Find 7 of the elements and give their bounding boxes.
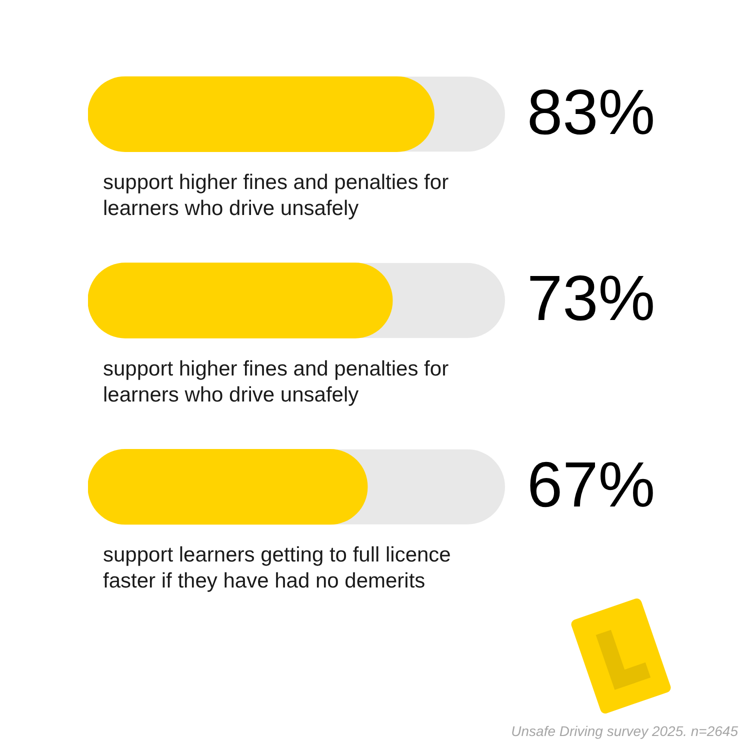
data-label: 83%: [527, 76, 656, 148]
y-tick-label: support learners getting to full licence faster if they have had no demerits: [103, 544, 451, 593]
data-label: 73%: [527, 262, 656, 334]
y-tick-label: support higher fines and penalties for learners who drive unsafely: [103, 357, 449, 406]
y-tick-label: support higher fines and penalties for learners who drive unsafely: [103, 170, 449, 220]
data-label: 67%: [527, 448, 656, 520]
text: Unsafe Driving survey 2025. n=2645: [511, 722, 738, 739]
